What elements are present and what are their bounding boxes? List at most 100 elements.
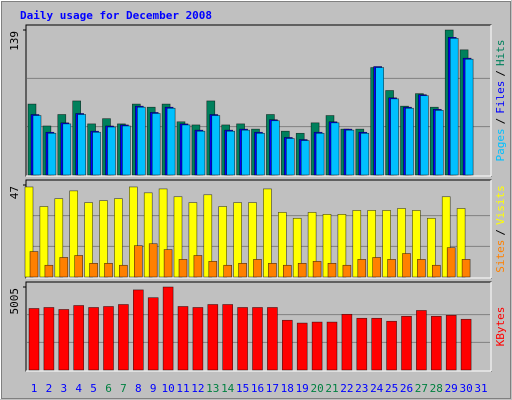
bar xyxy=(416,310,427,371)
bar xyxy=(137,106,146,176)
x-tick-label: 21 xyxy=(325,382,338,395)
legend-separator: / xyxy=(494,118,507,125)
bar xyxy=(166,107,176,176)
bar xyxy=(233,202,242,278)
bar xyxy=(88,307,99,371)
bar xyxy=(119,264,128,278)
bar xyxy=(134,245,143,278)
bar xyxy=(397,208,406,278)
bar xyxy=(263,188,272,278)
bar xyxy=(73,305,84,371)
legend: KBytes xyxy=(494,307,507,347)
y-tick-label: 139 xyxy=(8,31,21,51)
legend-entry: Files xyxy=(494,81,507,114)
chart-title: Daily usage for December 2008 xyxy=(20,9,212,22)
x-tick-label: 31 xyxy=(474,382,487,395)
x-tick-label: 5 xyxy=(90,382,97,395)
bar xyxy=(412,210,421,278)
bar xyxy=(420,95,429,176)
bar xyxy=(203,194,213,278)
bar xyxy=(253,259,262,278)
legend-entry: Hits xyxy=(494,40,507,67)
bar xyxy=(326,321,338,371)
bar xyxy=(196,130,206,176)
bar xyxy=(188,202,198,278)
bar xyxy=(386,320,397,371)
bar xyxy=(129,186,138,278)
y-tick-label: 47 xyxy=(8,186,21,199)
bar xyxy=(441,196,451,278)
x-tick-label: 20 xyxy=(310,382,323,395)
legend-separator: / xyxy=(494,70,507,77)
bar xyxy=(237,307,248,371)
bar xyxy=(47,132,57,176)
bar xyxy=(58,309,70,371)
bar xyxy=(173,196,183,278)
bar xyxy=(402,253,411,278)
bar xyxy=(372,257,382,278)
x-tick-label: 4 xyxy=(75,382,82,395)
bar xyxy=(238,262,247,278)
bar xyxy=(311,321,323,371)
bar xyxy=(446,247,456,278)
x-tick-label: 14 xyxy=(221,382,235,395)
bar xyxy=(434,110,444,176)
x-tick-label: 30 xyxy=(459,382,472,395)
bar xyxy=(89,262,98,278)
bar xyxy=(178,259,188,278)
bar xyxy=(151,113,161,176)
x-tick-label: 13 xyxy=(206,382,219,395)
bar xyxy=(292,217,302,278)
x-tick-label: 7 xyxy=(120,382,127,395)
bar xyxy=(74,255,83,278)
bar xyxy=(114,198,123,278)
bar xyxy=(322,214,332,278)
bar xyxy=(192,307,204,371)
bar xyxy=(281,319,293,371)
bar xyxy=(327,262,337,278)
bar xyxy=(43,307,55,371)
bar xyxy=(241,129,250,176)
bar xyxy=(431,264,441,278)
bar xyxy=(223,264,232,278)
x-tick-label: 24 xyxy=(370,382,384,395)
x-tick-label: 23 xyxy=(355,382,368,395)
x-tick-label: 6 xyxy=(105,382,112,395)
bar xyxy=(29,251,39,278)
bar xyxy=(296,322,308,371)
bar xyxy=(133,289,144,371)
bar xyxy=(449,38,459,176)
bar xyxy=(28,308,40,371)
bar xyxy=(211,115,221,176)
bar xyxy=(405,107,414,176)
bar xyxy=(356,317,368,371)
bar xyxy=(360,132,370,176)
x-tick-label: 18 xyxy=(281,382,294,395)
bar xyxy=(307,212,317,278)
y-tick-label: 5005 xyxy=(8,288,21,315)
bar xyxy=(357,259,367,278)
bar xyxy=(342,264,352,278)
bar xyxy=(24,186,34,278)
bar xyxy=(337,214,347,278)
bar xyxy=(390,98,399,176)
bar xyxy=(267,307,278,371)
bar xyxy=(148,243,158,278)
x-tick-label: 9 xyxy=(150,382,157,395)
bar xyxy=(84,202,93,278)
bar xyxy=(208,261,218,278)
bar xyxy=(330,122,340,176)
x-tick-label: 11 xyxy=(176,382,189,395)
bar xyxy=(375,67,385,176)
bar xyxy=(122,125,131,176)
bar xyxy=(103,306,114,371)
bar xyxy=(39,206,49,278)
bar xyxy=(401,315,412,371)
bar xyxy=(193,255,203,278)
bar xyxy=(341,313,353,371)
bar xyxy=(77,114,86,176)
bar xyxy=(371,317,383,371)
x-tick-label: 27 xyxy=(415,382,428,395)
bar xyxy=(62,123,72,176)
